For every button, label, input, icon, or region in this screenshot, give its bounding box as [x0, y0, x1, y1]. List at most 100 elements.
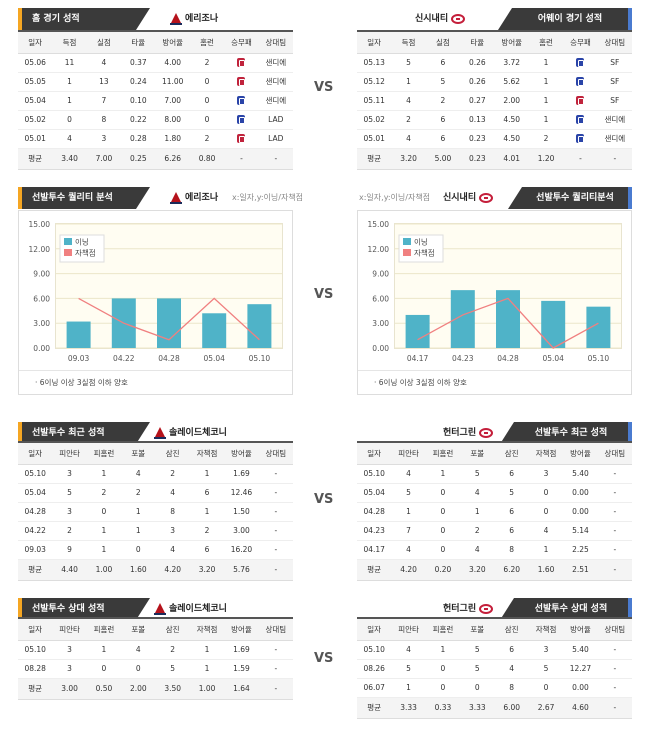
team-tag: 신시내티: [415, 8, 466, 30]
y-tick-label: 12.00: [368, 245, 390, 254]
angels-logo-icon: [170, 192, 182, 204]
table-cell: 4.50: [494, 110, 529, 130]
table-cell: 11: [52, 53, 87, 73]
table-row: 05.05 1 13 0.24 11.00 0 샌디에: [18, 72, 293, 92]
earned-runs-line: [417, 297, 599, 349]
table-cell: 샌디에: [597, 129, 632, 149]
average-cell: 0.33: [425, 697, 461, 719]
table-cell: 0: [86, 659, 122, 679]
vs-label: VS: [314, 80, 334, 95]
away-record-table: 일자 득점 실점 타율 방어율 홈런 승무패 상대팀 05.13 5 6 0.26 3.72 1 SF 05.…: [357, 30, 632, 170]
table-cell: 11.00: [155, 72, 190, 92]
table-cell: 4.00: [155, 53, 190, 73]
table-cell: 2.00: [494, 91, 529, 111]
column-header: 상대팀: [597, 617, 632, 641]
x-tick-label: 05.04: [542, 354, 564, 363]
table-cell: 2: [425, 91, 461, 111]
table-cell: 5.40: [563, 464, 598, 484]
table-cell: 1: [460, 502, 495, 522]
innings-bar: [202, 313, 227, 348]
y-tick-label: 15.00: [29, 220, 51, 229]
table-cell: 0: [460, 678, 495, 698]
quality-analysis-header: 선발투수 퀄리티 분석 에리조나 x:일자,y:이닝/자책점: [18, 187, 303, 209]
column-header: 실점: [86, 30, 122, 54]
table-cell: 0.27: [460, 91, 495, 111]
home-away-record-header: 신시내티 어웨이 경기 성적: [357, 8, 632, 30]
table-cell: 1: [528, 53, 564, 73]
table-cell: 09.03: [18, 540, 53, 560]
table-cell: 0.37: [121, 53, 156, 73]
table-cell: -: [597, 678, 632, 698]
table-cell: 1: [391, 72, 426, 92]
table-cell: 1: [52, 91, 87, 111]
table-cell: 04.28: [357, 502, 392, 522]
average-cell: 6.00: [494, 697, 529, 719]
table-cell: 05.02: [357, 110, 392, 130]
table-cell: 4: [391, 464, 426, 484]
table-cell: 3.72: [494, 53, 529, 73]
table-cell: 6: [494, 640, 529, 660]
table-cell: 4: [86, 53, 122, 73]
average-cell: 2.51: [563, 559, 598, 581]
table-cell: 0.28: [121, 129, 156, 149]
table-cell: 0: [425, 502, 461, 522]
vs-opponent-header: 선발투수 상대 성적 솔레이드체코니: [18, 598, 293, 620]
y-tick-label: 6.00: [372, 294, 389, 303]
result-cell: [224, 110, 259, 130]
column-header: 일자: [357, 30, 392, 54]
column-header: 포볼: [121, 441, 156, 465]
column-header: 득점: [391, 30, 426, 54]
column-header: 피홈런: [86, 617, 122, 641]
column-header: 삼진: [155, 617, 190, 641]
table-cell: 8.00: [155, 110, 190, 130]
table-cell: 5: [391, 483, 426, 503]
table-cell: 05.11: [357, 91, 392, 111]
table-cell: 3: [52, 464, 87, 484]
table-cell: 3: [86, 129, 122, 149]
chart-note: · 6이닝 이상 3실점 이하 양호: [358, 370, 631, 394]
column-header: 일자: [18, 617, 53, 641]
table-cell: -: [597, 464, 632, 484]
average-cell: 3.00: [52, 678, 87, 700]
table-row: 05.06 11 4 0.37 4.00 2 샌디에: [18, 53, 293, 73]
average-cell: 3.33: [460, 697, 495, 719]
chart-note: · 6이닝 이상 3실점 이하 양호: [19, 370, 292, 394]
table-cell: 05.04: [18, 91, 53, 111]
table-row: 04.28 3 0 1 8 1 1.50-: [18, 502, 293, 522]
table-cell: LAD: [258, 129, 293, 149]
average-cell: 평균: [18, 678, 53, 700]
pitcher-name: 솔레이드체코니: [169, 604, 227, 614]
section-title: 선발투수 상대 성적: [18, 598, 150, 620]
result-cell: [224, 53, 259, 73]
table-cell: 0: [528, 678, 564, 698]
column-header: 방어율: [563, 441, 598, 465]
recent-stats-header: 선발투수 최근 성적 솔레이드체코니: [18, 422, 293, 444]
vs-opponent-header: 헌터그린 선발투수 상대 성적: [357, 598, 632, 620]
team-tag: 신시내티: [443, 187, 494, 209]
table-cell: 12.27: [563, 659, 598, 679]
win-badge-icon: [237, 77, 246, 87]
reds-logo-icon: [479, 193, 494, 203]
table-cell: 3: [155, 521, 190, 541]
table-cell: 0: [189, 91, 225, 111]
table-cell: 2: [52, 521, 87, 541]
table-row: 05.02 0 8 0.22 8.00 0 LAD: [18, 110, 293, 130]
average-cell: 3.20: [391, 148, 426, 170]
table-cell: 05.13: [357, 53, 392, 73]
average-cell: 4.01: [494, 148, 529, 170]
innings-bar: [247, 304, 272, 348]
reds-logo-icon: [479, 604, 494, 614]
innings-bar: [405, 314, 430, 348]
table-cell: 5.14: [563, 521, 598, 541]
table-cell: -: [258, 659, 293, 679]
table-cell: 2: [155, 464, 190, 484]
table-cell: 05.04: [18, 483, 53, 503]
table-cell: 2: [121, 483, 156, 503]
table-row: 05.13 5 6 0.26 3.72 1 SF: [357, 53, 632, 73]
recent-stats-header: 헌터그린 선발투수 최근 성적: [357, 422, 632, 444]
average-cell: 3.50: [155, 678, 190, 700]
column-header: 실점: [425, 30, 461, 54]
table-cell: 샌디에: [258, 91, 293, 111]
table-row: 04.22 2 1 1 3 2 3.00-: [18, 521, 293, 541]
table-cell: -: [258, 640, 293, 660]
